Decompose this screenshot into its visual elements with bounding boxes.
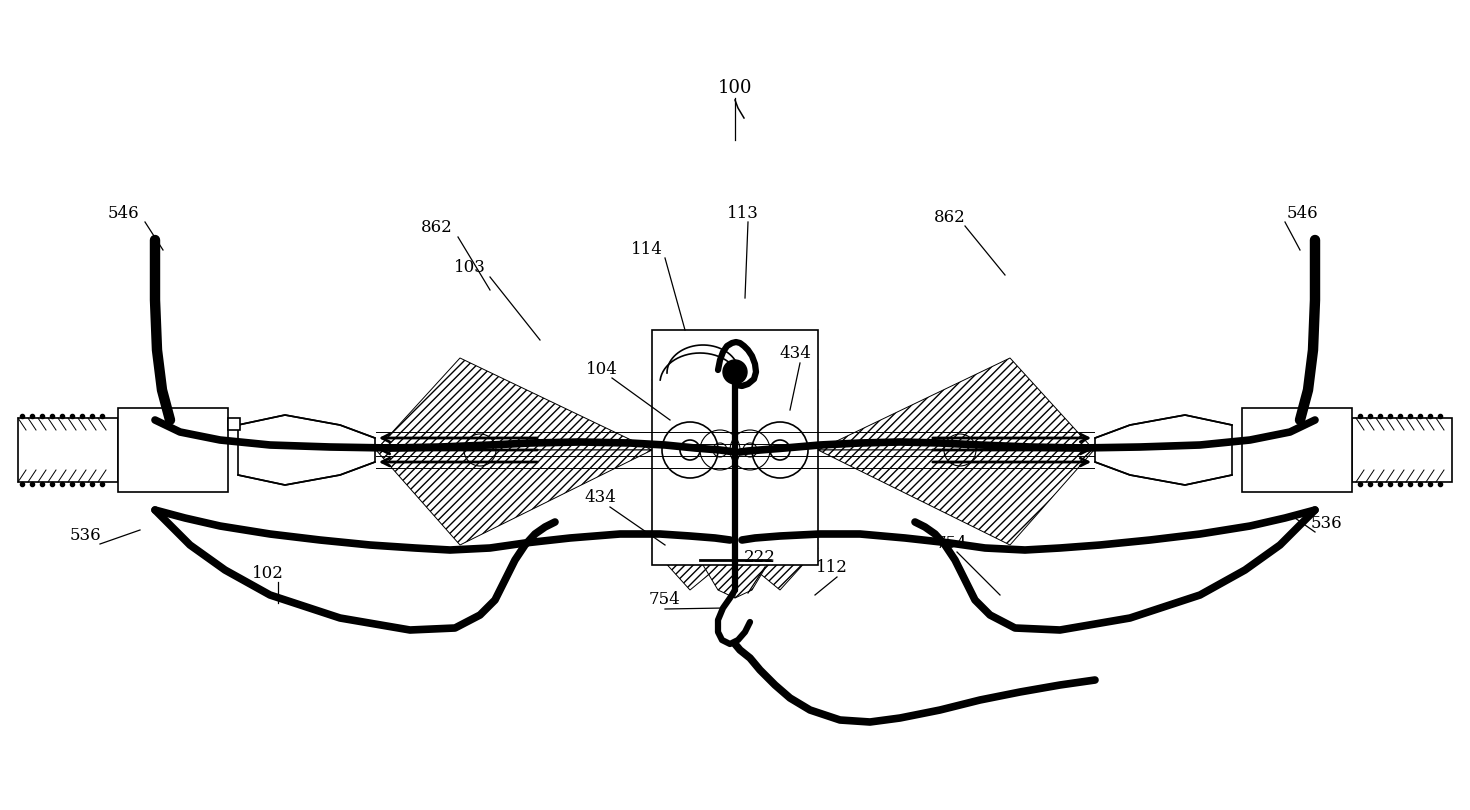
Text: 546: 546	[107, 204, 138, 221]
Text: 102: 102	[251, 565, 284, 582]
Bar	[1352, 418, 1452, 482]
Text: 754: 754	[650, 591, 681, 608]
Polygon shape	[238, 415, 375, 485]
Polygon shape	[376, 450, 653, 545]
Polygon shape	[653, 548, 717, 590]
Polygon shape	[653, 340, 735, 395]
Polygon shape	[376, 358, 653, 450]
Text: 104: 104	[587, 361, 617, 378]
Polygon shape	[653, 345, 735, 390]
Text: 112: 112	[816, 560, 848, 577]
Polygon shape	[735, 340, 817, 395]
Text: 536: 536	[69, 526, 101, 544]
Text: 434: 434	[584, 489, 616, 506]
Text: 434: 434	[779, 344, 811, 361]
Polygon shape	[1095, 415, 1232, 485]
Bar	[118, 408, 228, 492]
Circle shape	[723, 360, 747, 384]
Text: 546: 546	[1286, 204, 1317, 221]
Polygon shape	[228, 418, 240, 430]
Polygon shape	[700, 560, 735, 598]
Text: 862: 862	[420, 220, 453, 237]
Text: 754: 754	[936, 535, 967, 552]
Bar	[653, 330, 817, 565]
Polygon shape	[817, 358, 1094, 450]
Bar	[1242, 408, 1352, 492]
Text: 113: 113	[728, 204, 759, 221]
Text: 222: 222	[744, 549, 776, 566]
Polygon shape	[735, 560, 770, 598]
Text: 100: 100	[717, 79, 753, 97]
Text: 114: 114	[631, 241, 663, 258]
Polygon shape	[817, 450, 1094, 545]
Polygon shape	[753, 548, 817, 590]
Text: 103: 103	[454, 259, 487, 276]
Text: 536: 536	[1310, 514, 1342, 531]
Bar	[18, 418, 118, 482]
Text: 862: 862	[933, 208, 966, 225]
